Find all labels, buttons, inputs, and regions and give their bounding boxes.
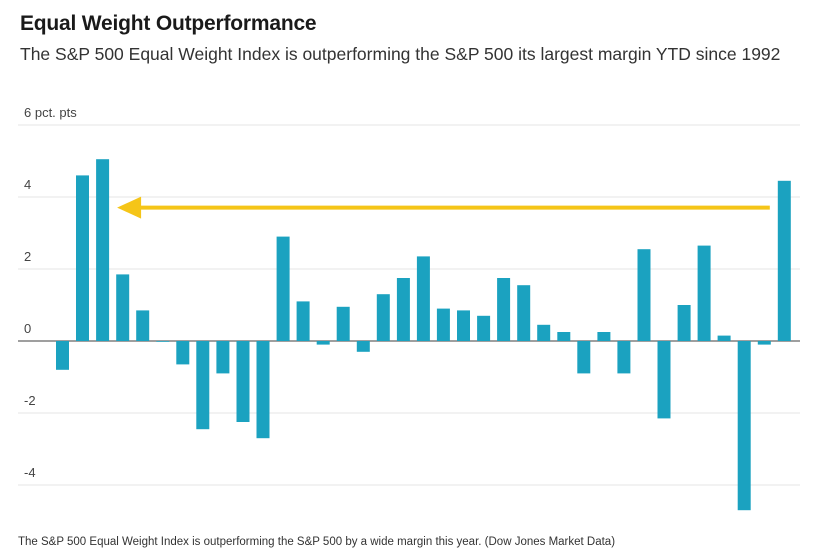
- chart-caption: The S&P 500 Equal Weight Index is outper…: [18, 536, 616, 548]
- bar: [316, 341, 330, 345]
- bar: [236, 341, 250, 422]
- bar: [136, 310, 150, 341]
- bar: [497, 278, 511, 341]
- y-tick-label: 0: [24, 321, 31, 336]
- bar: [657, 341, 671, 419]
- y-tick-label: 2: [24, 249, 31, 264]
- arrow-head: [117, 196, 142, 219]
- bar: [577, 341, 591, 374]
- bar: [597, 332, 611, 341]
- chart-title: Equal Weight Outperformance: [20, 12, 317, 35]
- bar: [436, 308, 450, 341]
- bar: [557, 332, 571, 341]
- bar: [717, 335, 731, 341]
- bar: [176, 341, 190, 365]
- bar: [737, 341, 751, 511]
- annotation-arrow: [117, 196, 770, 219]
- y-tick-label: -4: [24, 465, 36, 480]
- bar: [196, 341, 210, 430]
- bar: [537, 324, 551, 341]
- bar: [457, 310, 470, 341]
- bar: [396, 278, 410, 341]
- bar: [477, 315, 491, 341]
- bars: [56, 159, 791, 511]
- bar: [276, 236, 290, 341]
- chart-subtitle: The S&P 500 Equal Weight Index is outper…: [20, 44, 781, 64]
- bar: [216, 341, 230, 374]
- bar: [617, 341, 631, 374]
- y-axis-ticks: 6 pct. pts 4 2 0 -2 -4: [24, 105, 77, 480]
- bar: [777, 180, 791, 341]
- bar: [296, 301, 310, 341]
- bar: [517, 285, 531, 341]
- bar: [677, 305, 691, 341]
- bar: [56, 341, 69, 370]
- bar: [416, 256, 430, 341]
- bar: [116, 274, 130, 341]
- bar: [336, 306, 350, 341]
- bar: [697, 245, 711, 341]
- bar: [376, 294, 390, 341]
- bar: [256, 341, 270, 439]
- bar-chart: 6 pct. pts 4 2 0 -2 -4: [18, 105, 800, 511]
- y-tick-label: -2: [24, 393, 36, 408]
- bar: [76, 175, 89, 341]
- bar: [757, 341, 771, 345]
- bar: [356, 341, 370, 352]
- bar: [156, 341, 170, 342]
- y-tick-label: 4: [24, 177, 31, 192]
- bar: [637, 249, 651, 341]
- y-tick-label: 6 pct. pts: [24, 105, 77, 120]
- bar: [96, 159, 110, 341]
